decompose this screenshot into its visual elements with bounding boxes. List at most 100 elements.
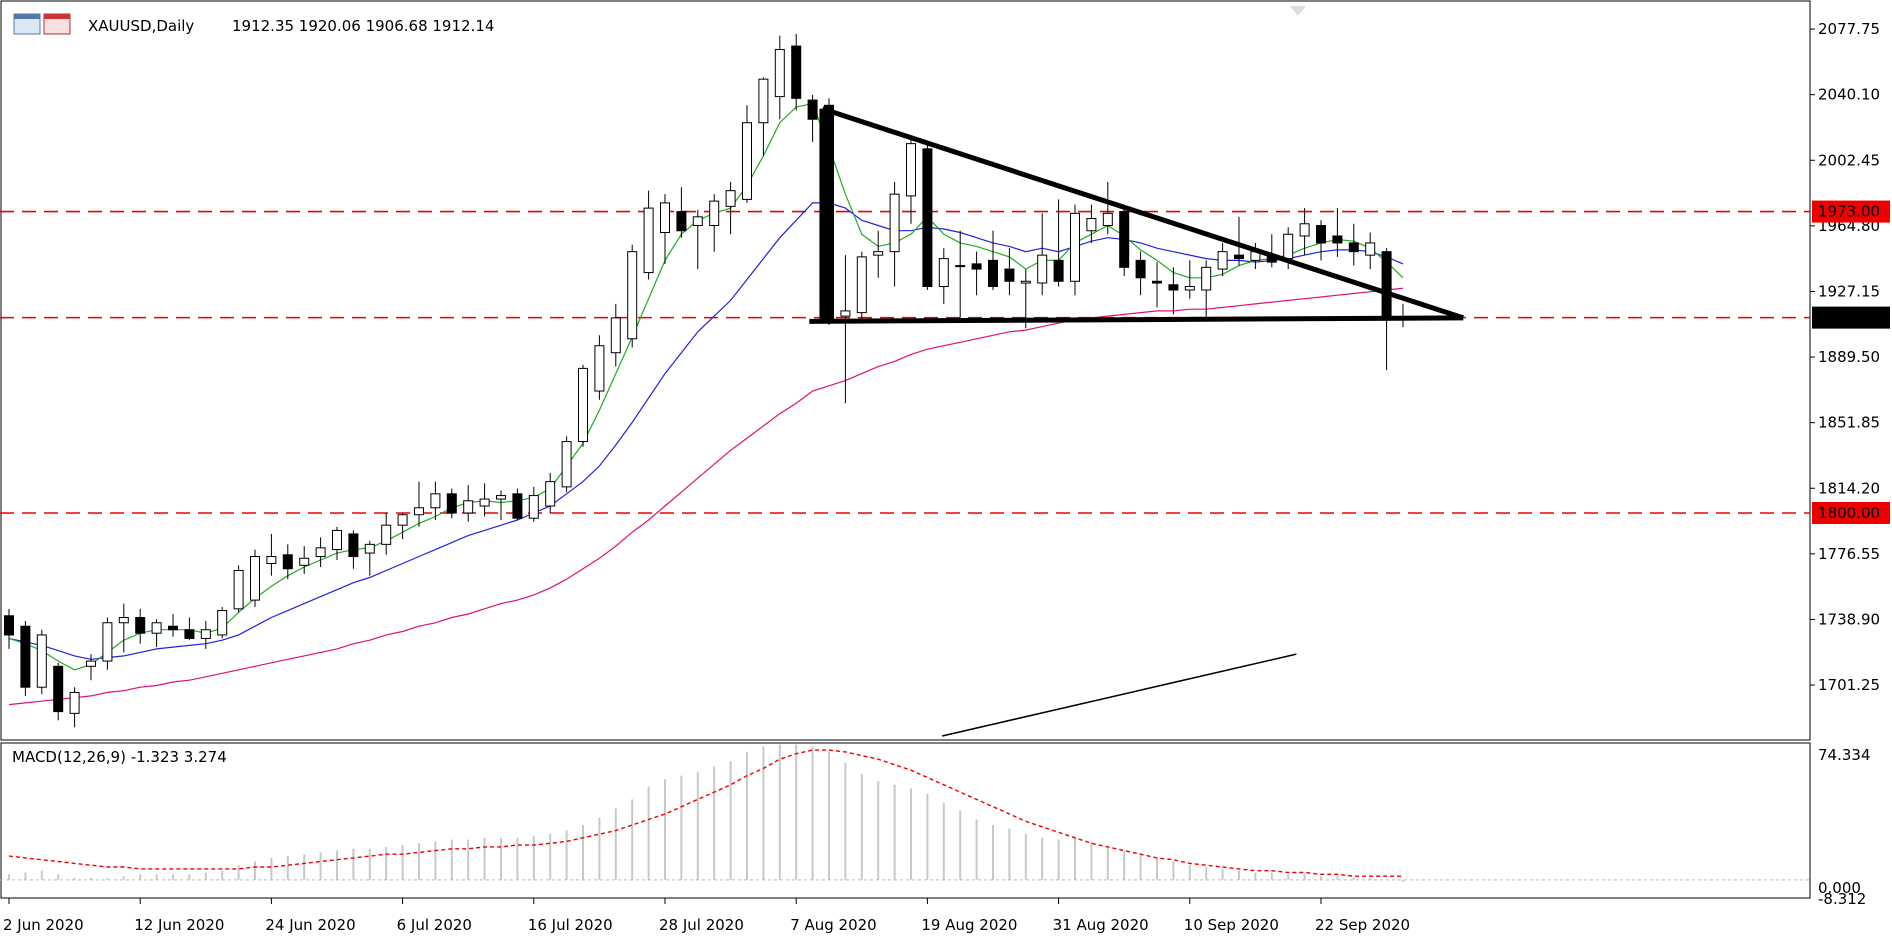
- candle-body: [233, 569, 244, 610]
- candle-body: [824, 104, 834, 322]
- candle-body: [971, 263, 982, 270]
- candle-body: [184, 629, 195, 639]
- candle-body: [528, 495, 539, 519]
- candle-body: [1184, 286, 1195, 291]
- candle-body: [4, 615, 14, 636]
- candle-body: [69, 691, 80, 714]
- ma-slow-line: [8, 287, 1404, 706]
- price-pane-frame: [0, 0, 1811, 741]
- price-pane[interactable]: 2077.752040.102002.451964.801927.151889.…: [0, 0, 1890, 741]
- level-price-badge: [1812, 200, 1890, 223]
- candle-body: [266, 556, 277, 565]
- candle-body: [1381, 251, 1392, 319]
- candle-body: [774, 49, 785, 98]
- trend-line-lower[interactable]: [941, 653, 1297, 737]
- level-price-badge: [1812, 501, 1890, 524]
- time-axis-label: 2 Jun 2020: [3, 916, 84, 934]
- candle-body: [807, 99, 818, 120]
- time-axis-label: 16 Jul 2020: [528, 916, 613, 934]
- candle-body: [791, 45, 802, 99]
- candle-body: [1037, 254, 1048, 284]
- candle-body: [496, 495, 506, 500]
- candle-body: [1020, 280, 1031, 284]
- level-price-label: 1800.00: [1818, 504, 1880, 522]
- macd-axis-label: -8.312: [1818, 890, 1866, 908]
- candle-body: [1283, 233, 1294, 260]
- time-axis-label: 22 Sep 2020: [1315, 916, 1410, 934]
- level-price-label: 1912.14: [1818, 309, 1880, 327]
- candle-body: [1102, 212, 1113, 227]
- candle-body: [856, 256, 867, 314]
- candle-body: [643, 207, 654, 274]
- candle-body: [168, 625, 178, 631]
- candle-body: [1234, 254, 1244, 260]
- candle-body: [1119, 211, 1130, 268]
- candle-body: [1152, 280, 1162, 284]
- price-axis-label: 1776.55: [1818, 545, 1880, 563]
- candle-body: [660, 202, 670, 233]
- time-axis-label: 24 Jun 2020: [265, 916, 355, 934]
- time-axis-label: 10 Sep 2020: [1184, 916, 1279, 934]
- candle-body: [250, 556, 260, 601]
- candle-body: [1053, 259, 1064, 282]
- macd-pane-frame: [0, 742, 1811, 899]
- candle-body: [151, 622, 162, 634]
- candle-body: [512, 493, 523, 519]
- candle-body: [1365, 242, 1376, 256]
- triangle-base-line[interactable]: [809, 315, 1464, 324]
- macd-pane[interactable]: 74.334 0.000-8.312: [0, 742, 1871, 908]
- candle-body: [1201, 266, 1212, 291]
- price-axis-label: 1738.90: [1818, 610, 1880, 628]
- candle-body: [1086, 218, 1097, 232]
- price-axis-label: 1814.20: [1818, 479, 1880, 497]
- candle-body: [86, 660, 96, 667]
- candle-body: [1332, 235, 1343, 244]
- time-axis-label: 19 Aug 2020: [921, 916, 1017, 934]
- ma-mid-line: [8, 202, 1404, 660]
- candle-body: [397, 514, 408, 526]
- ohlc-values: 1912.35 1920.06 1906.68 1912.14: [232, 17, 494, 35]
- triangle-upper-trendline[interactable]: [821, 106, 1465, 321]
- candle-body: [594, 345, 605, 392]
- candle-body: [561, 441, 572, 488]
- time-axis-label: 7 Aug 2020: [790, 916, 877, 934]
- candle-body: [709, 200, 720, 227]
- level-price-label: 1973.00: [1818, 203, 1880, 221]
- shift-marker-icon[interactable]: [1290, 6, 1306, 16]
- time-axis-label: 28 Jul 2020: [659, 916, 744, 934]
- price-axis-label: 1927.15: [1818, 282, 1880, 300]
- time-axis-label: 6 Jul 2020: [397, 916, 472, 934]
- candle-body: [873, 251, 884, 256]
- candle-body: [1316, 225, 1326, 244]
- candle-body: [938, 258, 949, 288]
- chart-header: XAUUSD,Daily 1912.35 1920.06 1906.68 191…: [13, 13, 494, 35]
- price-axis-label: 1701.25: [1818, 676, 1880, 694]
- macd-signal-line: [8, 749, 1403, 877]
- candle-body: [446, 493, 457, 514]
- candle-body: [217, 610, 228, 636]
- price-axis-label: 1889.50: [1818, 348, 1880, 366]
- chart-window-icon[interactable]: [13, 13, 71, 35]
- candle-body: [381, 524, 392, 545]
- candle-body: [1299, 223, 1310, 237]
- candle-body: [1135, 259, 1146, 279]
- candle-body: [430, 493, 441, 509]
- candle-body: [299, 557, 310, 566]
- time-axis-label: 31 Aug 2020: [1053, 916, 1149, 934]
- candle-body: [1168, 284, 1179, 291]
- price-axis-label: 2077.75: [1818, 20, 1880, 38]
- candle-body: [20, 625, 31, 688]
- symbol-label: XAUUSD,Daily: [88, 17, 194, 35]
- candle-body: [463, 500, 474, 514]
- candle-body: [889, 193, 900, 253]
- candle-body: [610, 317, 621, 354]
- candle-body: [348, 533, 359, 558]
- candle-body: [545, 481, 556, 507]
- candle-body: [414, 507, 424, 516]
- candle-body: [988, 259, 998, 288]
- candle-body: [1217, 251, 1228, 270]
- candle-body: [725, 190, 736, 207]
- candle-body: [282, 554, 293, 570]
- candle-body: [742, 122, 752, 200]
